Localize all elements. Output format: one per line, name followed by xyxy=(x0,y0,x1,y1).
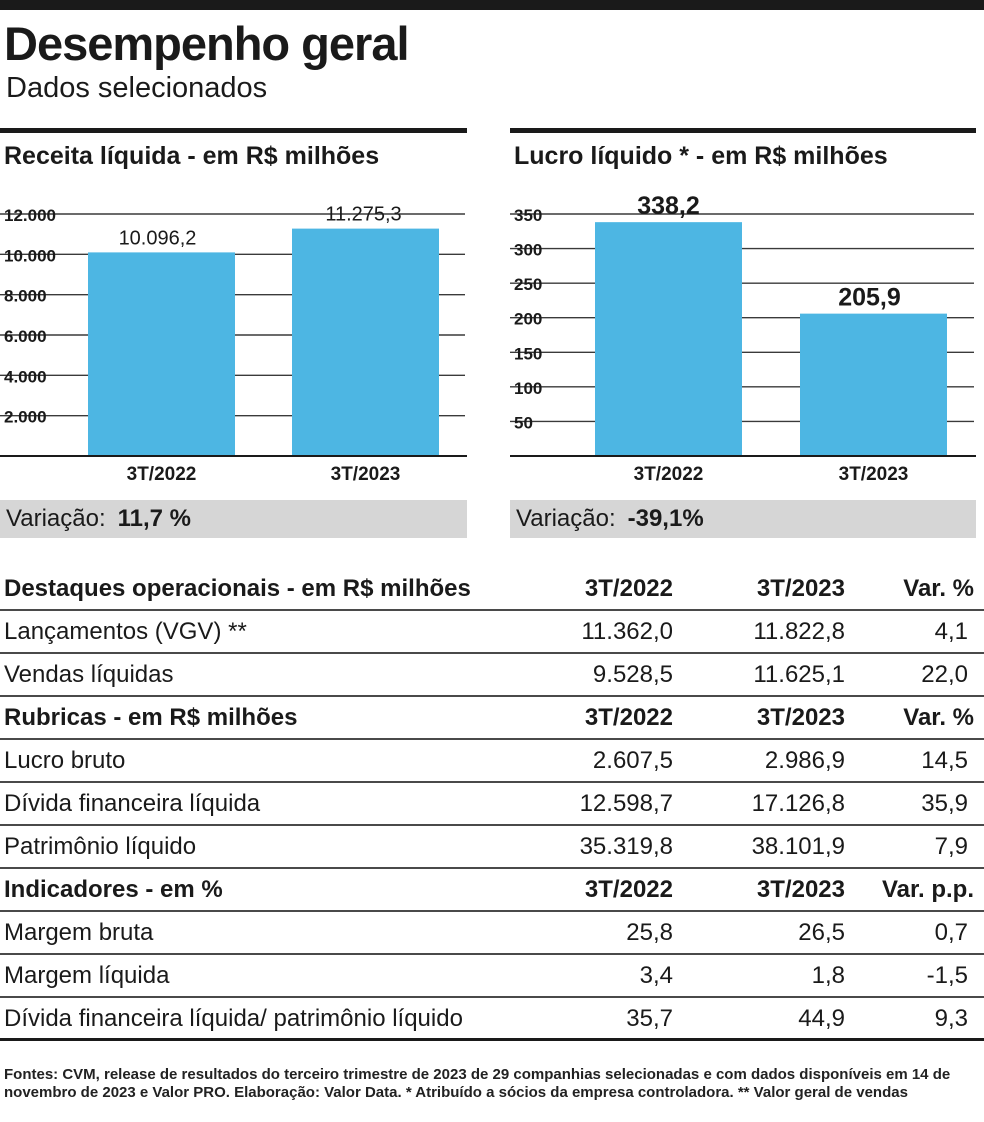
y-tick-label: 200 xyxy=(514,310,542,329)
row-value: 3T/2023 xyxy=(756,575,845,602)
page-title: Desempenho geral xyxy=(4,17,410,70)
row-value: -1,5 xyxy=(926,962,968,989)
variation-value: -39,1% xyxy=(627,505,704,532)
variation-value: 11,7 % xyxy=(117,505,192,532)
top-rule xyxy=(0,0,984,10)
variation-label: Variação: xyxy=(516,505,616,532)
y-tick-label: 50 xyxy=(514,413,533,432)
footnote: Fontes: CVM, release de resultados do te… xyxy=(4,1066,951,1101)
row-value: 1,8 xyxy=(811,962,845,989)
row-value: 3T/2023 xyxy=(756,876,845,903)
row-value: 4,1 xyxy=(934,618,968,645)
bar xyxy=(800,313,947,456)
row-label: Margem bruta xyxy=(4,919,154,946)
y-tick-label: 150 xyxy=(514,344,542,363)
row-value: 11.822,8 xyxy=(753,618,845,645)
row-value: Var. % xyxy=(903,575,974,602)
y-tick-label: 10.000 xyxy=(4,246,56,265)
row-value: 3T/2022 xyxy=(584,575,673,602)
y-tick-label: 12.000 xyxy=(4,206,56,225)
variation-bar: Variação: -39,1% xyxy=(510,500,976,538)
row-label: Lançamentos (VGV) ** xyxy=(4,618,247,645)
x-category-label: 3T/2022 xyxy=(634,464,704,485)
y-tick-label: 250 xyxy=(514,275,542,294)
highlights-table: Destaques operacionais - em R$ milhões 3T… xyxy=(0,568,984,1041)
row-label: Dívida financeira líquida xyxy=(4,790,261,817)
bar-value-label: 338,2 xyxy=(637,192,700,220)
row-value: 9.528,5 xyxy=(592,661,673,688)
row-value: 25,8 xyxy=(626,919,673,946)
y-tick-label: 4.000 xyxy=(4,367,47,386)
row-label: Dívida financeira líquida/ patrimônio lí… xyxy=(4,1005,463,1032)
row-value: 2.986,9 xyxy=(764,747,845,774)
bar xyxy=(595,222,742,456)
x-category-label: 3T/2023 xyxy=(839,464,909,485)
row-value: 35,7 xyxy=(626,1005,673,1032)
variation-label: Variação: xyxy=(6,505,106,532)
row-value: 14,5 xyxy=(921,747,968,774)
bar xyxy=(292,228,439,456)
x-category-label: 3T/2023 xyxy=(331,464,401,485)
row-value: 3T/2023 xyxy=(756,704,845,731)
bar xyxy=(88,252,235,456)
row-label: Destaques operacionais - em R$ milhões xyxy=(4,575,471,602)
row-value: 12.598,7 xyxy=(579,790,673,817)
panel-rule xyxy=(510,128,976,133)
table-row: Patrimônio líquido 35.319,8 38.101,9 7,9 xyxy=(0,826,984,869)
row-value: 3T/2022 xyxy=(584,876,673,903)
table-section-header: Indicadores - em % 3T/2022 3T/2023 Var. p.p… xyxy=(0,869,984,912)
table-row: Dívida financeira líquida 12.598,7 17.126,… xyxy=(0,783,984,826)
row-value: 7,9 xyxy=(934,833,968,860)
bar-value-label: 11.275,3 xyxy=(325,204,401,226)
table-section-header: Rubricas - em R$ milhões 3T/2022 3T/2023 Va… xyxy=(0,697,984,740)
row-value: 0,7 xyxy=(934,919,968,946)
variation-bar: Variação: 11,7 % xyxy=(0,500,467,538)
row-value: 44,9 xyxy=(798,1005,845,1032)
row-value: 22,0 xyxy=(921,661,968,688)
chart-title: Lucro líquido * - em R$ milhões xyxy=(514,142,888,170)
table-row: Margem bruta 25,8 26,5 0,7 xyxy=(0,912,984,955)
bar-value-label: 10.096,2 xyxy=(119,227,197,249)
row-value: 26,5 xyxy=(798,919,845,946)
row-value: 11.625,1 xyxy=(753,661,845,688)
bar-value-label: 205,9 xyxy=(838,284,901,312)
lucro-chart-panel: Lucro líquido * - em R$ milhões 50 100 150… xyxy=(510,128,976,540)
row-label: Rubricas - em R$ milhões xyxy=(4,704,298,731)
y-tick-label: 100 xyxy=(514,379,542,398)
row-label: Patrimônio líquido xyxy=(4,833,197,860)
x-category-label: 3T/2022 xyxy=(127,464,197,485)
row-value: Var. % xyxy=(903,704,974,731)
row-value: 17.126,8 xyxy=(751,790,845,817)
table-row: Lançamentos (VGV) ** 11.362,0 11.822,8 4,1 xyxy=(0,611,984,654)
row-label: Lucro bruto xyxy=(4,747,126,774)
table-row: Margem líquida 3,4 1,8 -1,5 xyxy=(0,955,984,998)
y-tick-label: 6.000 xyxy=(4,327,47,346)
lucro-chart: 50 100 150 200 250 300 350 338,2 3T/2022 205,9 3T/… xyxy=(510,192,976,485)
row-value: 35.319,8 xyxy=(579,833,673,860)
row-value: 3T/2022 xyxy=(584,704,673,731)
row-value: 9,3 xyxy=(934,1005,968,1032)
table-row: Lucro bruto 2.607,5 2.986,9 14,5 xyxy=(0,740,984,783)
y-tick-label: 8.000 xyxy=(4,287,47,306)
panel-rule xyxy=(0,128,467,133)
row-value: 38.101,9 xyxy=(751,833,845,860)
row-label: Indicadores - em % xyxy=(4,876,223,903)
y-tick-label: 300 xyxy=(514,241,542,260)
table-row: Dívida financeira líquida/ patrimônio lí… xyxy=(0,998,984,1041)
row-value: 35,9 xyxy=(921,790,968,817)
table-section-header: Destaques operacionais - em R$ milhões 3T… xyxy=(0,568,984,611)
row-value: 2.607,5 xyxy=(592,747,673,774)
page-subtitle: Dados selecionados xyxy=(6,72,268,104)
row-label: Vendas líquidas xyxy=(4,661,174,688)
table-row: Vendas líquidas 9.528,5 11.625,1 22,0 xyxy=(0,654,984,697)
y-tick-label: 2.000 xyxy=(4,408,47,427)
row-value: 3,4 xyxy=(639,962,673,989)
chart-title: Receita líquida - em R$ milhões xyxy=(4,142,380,170)
row-label: Margem líquida xyxy=(4,962,170,989)
receita-chart-panel: Receita líquida - em R$ milhões 2.000 4.0… xyxy=(0,128,467,540)
row-value: 11.362,0 xyxy=(581,618,673,645)
y-tick-label: 350 xyxy=(514,206,542,225)
receita-chart: 2.000 4.000 6.000 8.000 10.000 12.000 10.096,2… xyxy=(0,204,467,485)
row-value: Var. p.p. xyxy=(881,876,974,903)
